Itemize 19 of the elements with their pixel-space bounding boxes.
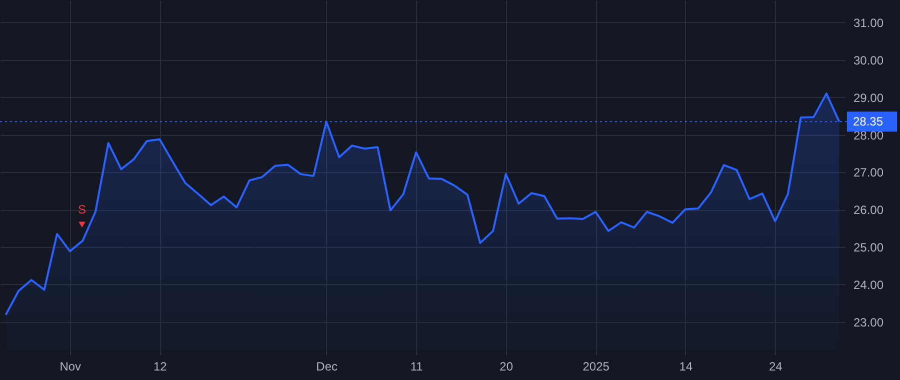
- y-tick-label: 26.00: [854, 203, 884, 218]
- x-tick-label: Nov: [60, 360, 82, 374]
- y-tick-label: 28.00: [854, 128, 884, 142]
- x-tick-label: 2025: [582, 360, 610, 374]
- y-tick-label: 29.00: [854, 90, 884, 105]
- y-tick-label: 23.00: [854, 315, 884, 330]
- y-tick-label: 31.00: [854, 16, 884, 30]
- x-tick-label: Dec: [316, 360, 338, 374]
- x-tick-label: 14: [679, 360, 693, 374]
- x-tick-label: 24: [768, 360, 783, 374]
- y-tick-label: 24.00: [854, 278, 884, 292]
- x-tick-label: 12: [153, 360, 168, 374]
- y-tick-label: 25.00: [854, 240, 884, 255]
- ref-line-label: 28.35: [853, 114, 884, 129]
- x-tick-label: 20: [500, 360, 514, 374]
- y-tick-label: 27.00: [854, 166, 884, 180]
- y-tick-label: 30.00: [854, 53, 884, 68]
- annotation: S: [78, 202, 86, 217]
- x-tick-label: 11: [410, 360, 424, 374]
